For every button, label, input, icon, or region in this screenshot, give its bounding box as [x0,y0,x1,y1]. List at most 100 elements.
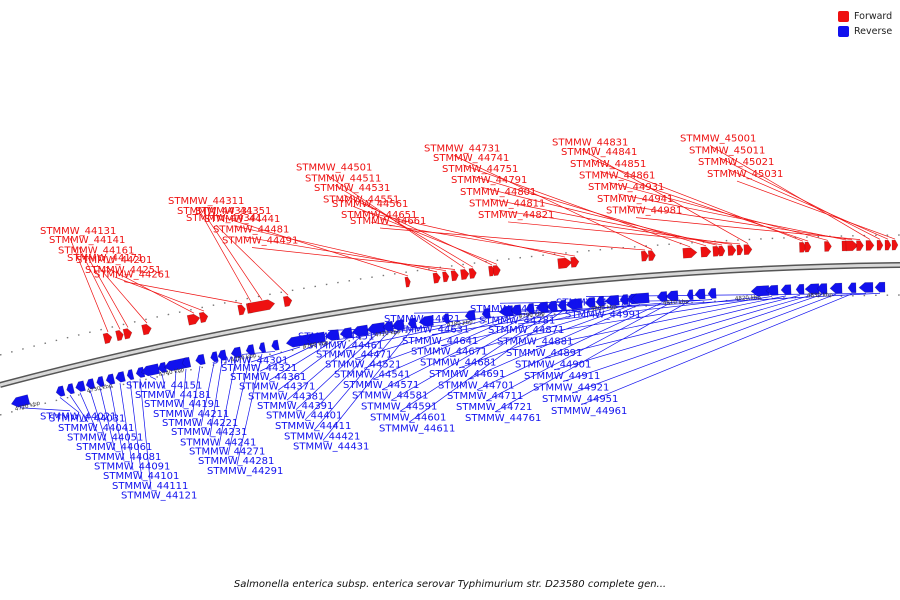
reverse-gene-arrow [391,319,405,331]
legend-forward: Forward [838,9,892,24]
forward-gene-arrow [237,304,246,316]
reverse-gene-arrow [630,292,650,304]
label-connector [123,281,243,304]
forward-gene-arrow [442,271,450,283]
reverse-gene-label: STMMW_44521 [325,360,401,371]
forward-gene-arrow [718,245,726,257]
reverse-gene-label: STMMW_44761 [465,413,541,424]
forward-gene-arrow [557,257,573,269]
reverse-gene-arrow [351,324,369,337]
forward-gene-label: STMMW_44511 [305,173,381,184]
reverse-gene-arrow [210,351,219,363]
forward-gene-arrow [647,250,656,262]
reverse-gene-label: STMMW_44891 [506,348,582,359]
forward-gene-label: STMMW_44741 [433,153,509,164]
forward-gene-label: STMMW_44651 [341,210,417,221]
reverse-gene-label: STMMW_44411 [275,421,351,432]
label-connector [215,224,289,296]
label-connector [354,319,487,360]
label-connector [313,331,399,431]
label-connector [449,305,625,358]
label-connector [334,184,474,268]
reverse-gene-label: STMMW_44421 [284,431,360,442]
label-connector [96,264,148,324]
forward-gene-label: STMMW_44821 [478,210,554,221]
label-connector [507,221,741,245]
gene-arrows [10,239,899,408]
reverse-gene-label: STMMW_44611 [379,423,455,434]
reverse-gene-arrow [665,290,679,302]
reverse-gene-label: STMMW_44021 [40,412,116,423]
label-connector [206,217,263,301]
label-connector [363,316,507,369]
forward-track-dots [0,234,900,356]
reverse-gene-label: STMMW_44781 [479,315,555,326]
reverse-gene-arrow [115,371,126,383]
reverse-gene-arrow [750,285,770,297]
kbp-label: 4730 kbp [86,383,113,395]
reverse-gene-label: STMMW_44621 [384,314,460,325]
forward-gene-arrow [856,240,864,251]
reverse-gene-label: STMMW_44461 [307,341,383,352]
reverse-gene-label: STMMW_44221 [162,418,238,429]
label-connector [476,302,663,391]
reverse-gene-arrow [366,322,386,335]
kbp-label: 4770 kbp [375,329,402,339]
legend: Forward Reverse [838,9,892,39]
reverse-gene-label: STMMW_44961 [551,406,627,417]
forward-gene-label: STMMW_44161 [58,245,134,256]
label-connector [277,339,347,391]
forward-gene-arrow [884,239,892,251]
reverse-gene-label: STMMW_44151 [126,380,202,391]
reverse-gene-arrow [407,317,417,329]
forward-gene-label: STMMW_44661 [350,216,426,227]
label-connector [626,205,853,241]
reverse-gene-label: STMMW_44541 [334,369,410,380]
label-connector [336,324,447,341]
reverse-gene-label: STMMW_44921 [533,383,609,394]
forward-gene-label: STMMW_44731 [424,144,500,155]
forward-gene-arrow [876,240,884,251]
reverse-gene-arrow [10,394,31,408]
kbp-label: 4780 kbp [447,319,474,328]
reverse-gene-arrow [135,366,146,378]
label-connector [69,237,109,333]
label-connector [200,363,215,427]
label-connector [224,217,409,277]
reverse-gene-label: STMMW_44641 [402,336,478,347]
label-connector [581,149,749,244]
reverse-gene-arrow [271,339,280,351]
forward-gene-arrow [891,239,899,251]
label-connector [562,294,823,382]
reverse-gene-arrow [780,284,792,296]
forward-gene-label: STMMW_44201 [76,255,152,266]
reverse-gene-label: STMMW_44041 [58,423,134,434]
forward-gene-label: STMMW_44851 [570,159,646,170]
label-connector [727,168,889,240]
reverse-gene-arrow [85,378,96,390]
reverse-gene-label: STMMW_44701 [438,380,514,391]
label-connector [251,247,456,270]
label-connector [599,170,809,242]
label-connector [79,392,98,432]
reverse-gene-arrow [874,281,886,293]
reverse-gene-arrow [546,300,558,312]
forward-gene-label: STMMW_44351 [195,206,271,217]
reverse-gene-label: STMMW_44631 [393,325,469,336]
label-connector [295,334,377,410]
genome-backbone [0,234,900,416]
reverse-gene-label: STMMW_44211 [153,409,229,420]
label-connector [304,332,389,421]
label-connector [370,221,576,257]
forward-gene-arrow [248,299,276,314]
forward-gene-label: STMMW_44251 [85,265,161,276]
label-connector [352,206,498,265]
forward-gene-arrow [432,272,441,284]
label-connector [268,341,333,381]
reverse-gene-arrow [245,344,256,356]
reverse-gene-label: STMMW_44401 [266,411,342,422]
reverse-gene-label: STMMW_44291 [207,466,283,477]
reverse-gene-label: STMMW_44111 [112,481,188,492]
forward-gene-label: STMMW_44331 [177,206,253,217]
label-connector [408,311,563,423]
